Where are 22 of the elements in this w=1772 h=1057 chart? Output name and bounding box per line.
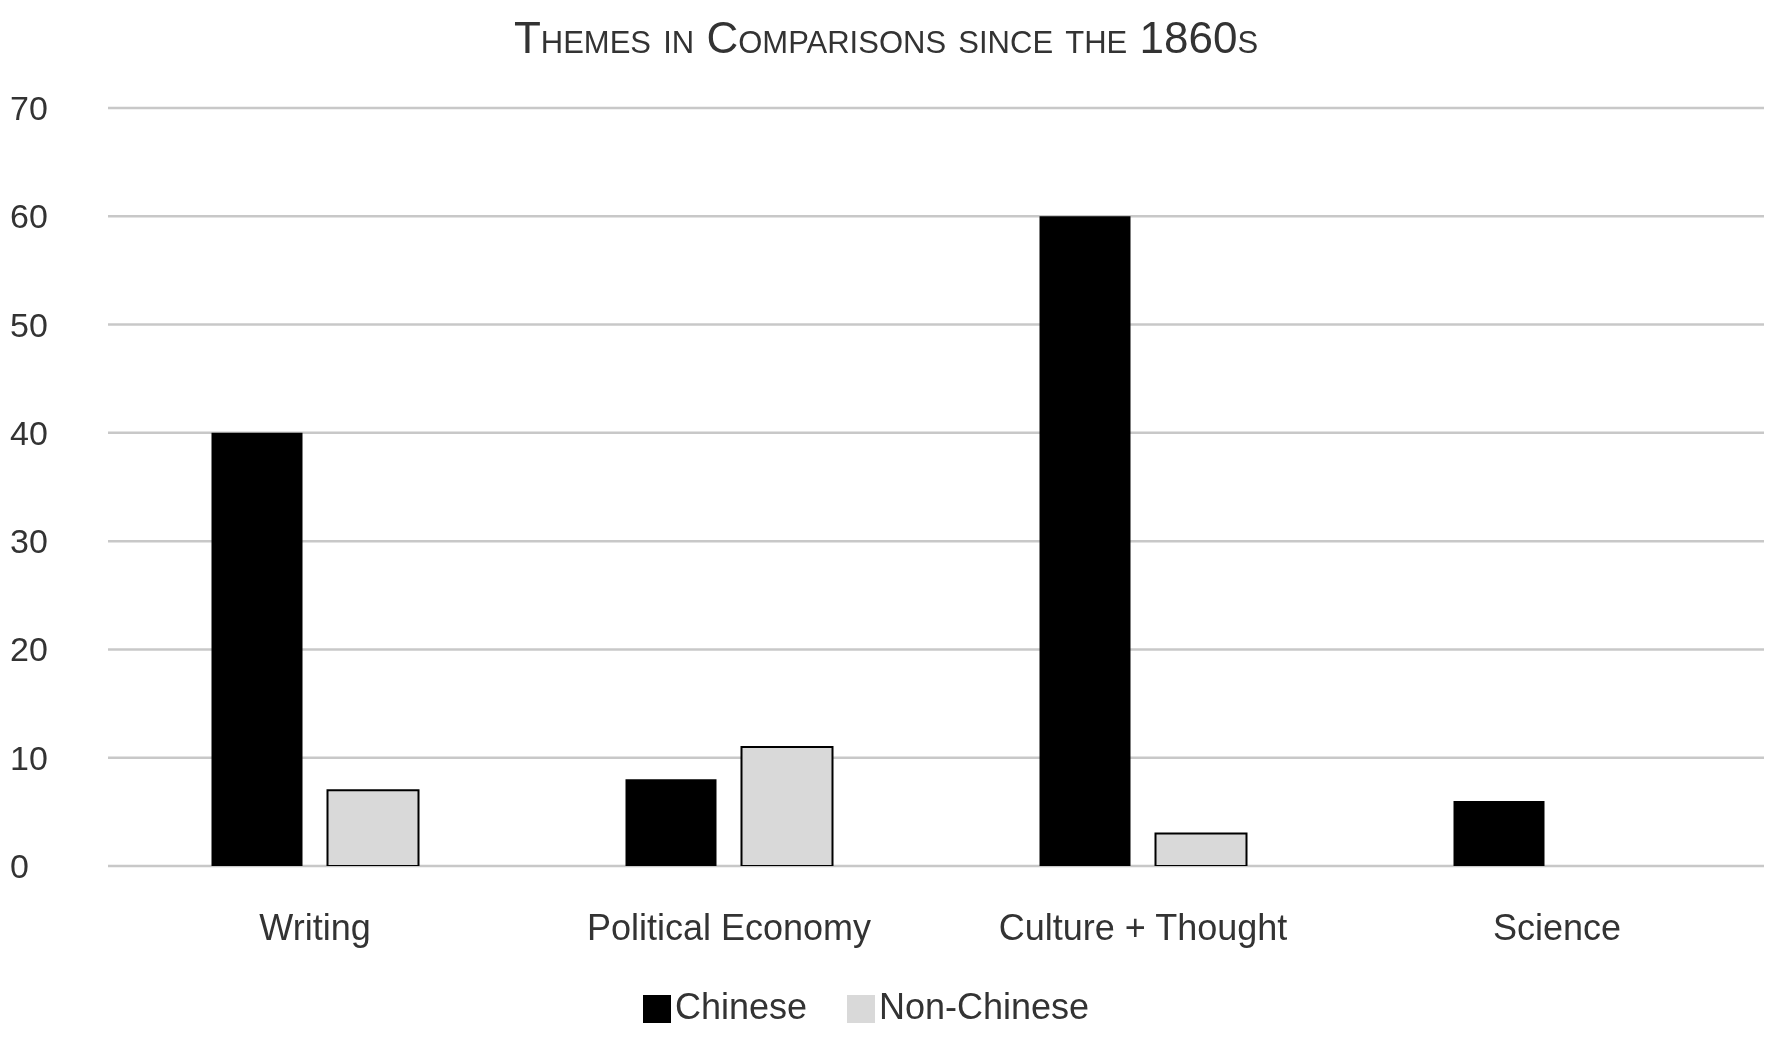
x-tick-label: Culture + Thought bbox=[998, 906, 1288, 948]
chart-title: Themes in Comparisons since the 1860s bbox=[512, 12, 1260, 64]
y-tick-label: 40 bbox=[10, 413, 48, 452]
y-tick-label: 10 bbox=[10, 738, 48, 777]
x-tick-label: Political Economy bbox=[586, 906, 872, 948]
bar bbox=[1154, 832, 1248, 866]
bar bbox=[740, 745, 834, 866]
bar bbox=[326, 789, 420, 866]
x-tick-label: Writing bbox=[259, 906, 371, 948]
x-tick-label: Science bbox=[1492, 906, 1622, 948]
bar bbox=[625, 779, 717, 866]
y-tick-label: 50 bbox=[10, 305, 48, 344]
y-tick-label: 30 bbox=[10, 522, 48, 561]
legend-label: Chinese bbox=[674, 986, 807, 1027]
y-tick-label: 20 bbox=[10, 630, 48, 669]
bar bbox=[1453, 801, 1545, 866]
bar bbox=[1039, 216, 1131, 866]
legend-label: Non-Chinese bbox=[878, 986, 1090, 1027]
bar bbox=[211, 432, 303, 866]
y-tick-label: 60 bbox=[10, 197, 48, 236]
y-tick-label: 0 bbox=[10, 847, 29, 886]
y-tick-label: 70 bbox=[10, 89, 48, 128]
